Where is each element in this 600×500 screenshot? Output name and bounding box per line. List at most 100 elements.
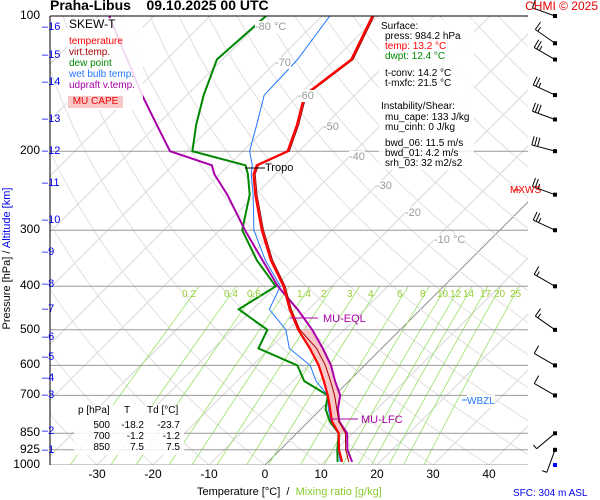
dry-adiabat-line bbox=[352, 16, 528, 199]
isotherm-label: -80 °C bbox=[255, 21, 287, 33]
datetime: 09.10.2025 00 UTC bbox=[146, 0, 269, 13]
isotherm-line bbox=[320, 257, 528, 465]
wind-barb-feather bbox=[537, 313, 542, 319]
wind-barb-staff bbox=[532, 185, 556, 196]
wind-barb-staff bbox=[535, 29, 556, 44]
wind-barb-staff bbox=[546, 449, 556, 473]
calm-wind-marker bbox=[553, 463, 557, 467]
wind-barb-feather bbox=[534, 308, 541, 317]
wind-barb-feather bbox=[537, 26, 542, 32]
wind-barb-feather bbox=[533, 39, 540, 48]
mixing-ratio-label: 17 bbox=[480, 289, 492, 300]
table-header-p: p [hPa] bbox=[78, 405, 110, 416]
y-axis-pressure-label: Pressure [hPa] bbox=[1, 256, 13, 330]
chart-title: Praha-Libus 09.10.2025 00 UTC bbox=[50, 0, 269, 12]
table-cell: 500 bbox=[93, 420, 110, 431]
temperature-tick-label: 0 bbox=[261, 467, 269, 481]
wind-barb-staff bbox=[533, 84, 556, 96]
temperature-tick-label: 10 bbox=[314, 467, 328, 481]
altitude-tick-label: –15 bbox=[42, 48, 61, 61]
dewpoint-profile bbox=[191, 16, 340, 462]
pressure-tick-label: 700 bbox=[19, 387, 40, 402]
wind-barb-feather bbox=[534, 178, 539, 188]
pressure-tick-label: 600 bbox=[19, 357, 40, 372]
legend-wet-bulb: wet bulb temp. bbox=[69, 69, 135, 80]
mu-cinh: mu_cinh: 0 J/kg bbox=[385, 122, 456, 133]
wind-barb-base bbox=[553, 447, 557, 452]
table-cell: -23.7 bbox=[157, 420, 180, 431]
wind-barb-base bbox=[553, 117, 557, 122]
wind-barb-staff bbox=[536, 432, 556, 450]
pressure-tick-label: 925 bbox=[19, 441, 40, 456]
surface-tconv: t-conv: 14.2 °C bbox=[385, 68, 452, 79]
table-cell: 7.5 bbox=[166, 442, 180, 453]
isotherm-line bbox=[545, 16, 600, 465]
table-cell: -1.2 bbox=[126, 431, 144, 442]
altitude-tick-label: –10 bbox=[42, 214, 61, 227]
isotherm-line bbox=[50, 16, 323, 289]
altitude-tick-label: –1 bbox=[42, 443, 55, 456]
wind-barb-feather bbox=[534, 21, 541, 30]
surface-temp: temp: 13.2 °C bbox=[385, 41, 447, 52]
mixing-ratio-label: 0.6 bbox=[247, 289, 261, 300]
surface-info-box: Surface: press: 984.2 hPa temp: 13.2 °C … bbox=[379, 20, 474, 170]
wind-barb-feather bbox=[536, 40, 542, 50]
wind-barb-feather bbox=[537, 137, 541, 147]
dry-adiabat-line bbox=[556, 16, 600, 465]
altitude-tick-label: –4 bbox=[42, 371, 55, 384]
wind-barb-base bbox=[553, 393, 557, 398]
wind-barb-feather bbox=[532, 76, 538, 86]
wind-barb-staff bbox=[532, 110, 556, 120]
altitude-tick-label: –3 bbox=[42, 389, 55, 402]
mixing-ratio-label: 10 bbox=[437, 289, 449, 300]
wind-barb-base bbox=[553, 284, 557, 289]
x-axis-label: Temperature [°C] / Mixing ratio [g/kg] bbox=[197, 486, 382, 499]
table-cell: 700 bbox=[93, 431, 110, 442]
mu-cape: mu_cape: 133 J/kg bbox=[385, 112, 470, 123]
wind-barb-feather bbox=[537, 183, 541, 189]
isotherm-label: -40 bbox=[349, 151, 365, 163]
wind-barb-base bbox=[553, 57, 557, 62]
isotherm-label: -30 bbox=[376, 180, 392, 192]
isotherm-label: -70 bbox=[275, 57, 291, 69]
dry-adiabat-line bbox=[265, 16, 528, 292]
wind-barb-feather bbox=[538, 82, 542, 88]
wind-barb-feather bbox=[531, 177, 536, 187]
dry-adiabat-line bbox=[323, 16, 528, 229]
temperature-tick-label: -30 bbox=[88, 467, 106, 481]
y-axis-altitude-label: Altitude [km] bbox=[1, 187, 13, 249]
dry-adiabat-line bbox=[294, 16, 528, 260]
altitude-tick-label: –11 bbox=[42, 176, 60, 189]
wind-barb-base bbox=[553, 363, 557, 368]
virtual-temp-profile bbox=[254, 16, 375, 463]
wind-barb-feather bbox=[538, 45, 543, 51]
instability-title: Instability/Shear: bbox=[381, 101, 455, 112]
table-header-t: T bbox=[124, 405, 131, 416]
mixing-ratio-label: 25 bbox=[510, 289, 522, 300]
pressure-tick-label: 200 bbox=[19, 143, 40, 158]
y-axis-label: Pressure [hPa] / Altitude [km] bbox=[1, 171, 14, 346]
wind-barb-feather bbox=[537, 104, 542, 114]
isotherm-line bbox=[376, 313, 528, 465]
pressure-tick-label: 850 bbox=[19, 425, 40, 440]
tropopause-label: Tropo bbox=[265, 162, 294, 174]
mixing-ratio-line bbox=[216, 286, 334, 465]
dry-adiabat-line bbox=[236, 16, 528, 324]
temperature-tick-label: 30 bbox=[426, 467, 440, 481]
sfc-elevation: SFC: 304 m ASL bbox=[513, 488, 588, 499]
isotherm-line bbox=[50, 16, 267, 233]
legend-temperature: temperature bbox=[69, 36, 123, 47]
mixing-ratio-line bbox=[371, 286, 473, 465]
isotherm-line bbox=[152, 89, 528, 465]
pressure-tick-label: 300 bbox=[19, 222, 40, 237]
wind-barb-staff bbox=[533, 219, 556, 231]
surface-title: Surface: bbox=[381, 21, 419, 32]
pressure-tick-label: 1000 bbox=[13, 457, 40, 471]
altitude-tick-label: –16 bbox=[42, 21, 61, 34]
mixing-ratio-label: 14 bbox=[463, 289, 475, 300]
isotherm-label: -10 °C bbox=[434, 234, 466, 246]
mu-lfc-label: MU-LFC bbox=[361, 414, 403, 426]
station-name: Praha-Libus bbox=[50, 0, 131, 13]
temperature-tick-label: -10 bbox=[200, 467, 218, 481]
x-axis-sep: / bbox=[286, 486, 290, 498]
